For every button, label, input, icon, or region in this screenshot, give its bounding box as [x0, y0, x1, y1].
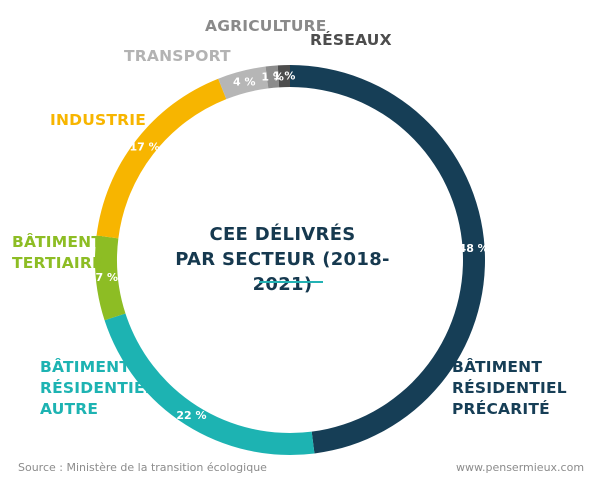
percent-label-6: 1 %: [273, 70, 296, 83]
chart-title-line-2: PAR SECTEUR (2018-2021): [175, 249, 390, 295]
chart-title-line-1: CEE DÉLIVRÉS: [209, 224, 356, 245]
label-batiment-residentiel-autre: BÂTIMENT RÉSIDENTIEL AUTRE: [40, 358, 155, 418]
slice-5: [265, 65, 280, 89]
label-batiment-residentiel-precarite: BÂTIMENT RÉSIDENTIEL PRÉCARITÉ: [452, 358, 567, 418]
slice-3: [96, 78, 227, 239]
chart-title: CEE DÉLIVRÉS PAR SECTEUR (2018-2021): [150, 222, 415, 297]
donut-slices: [95, 65, 486, 455]
title-underline: [259, 281, 323, 283]
label-industrie: INDUSTRIE: [50, 111, 147, 129]
label-agriculture: AGRICULTURE: [205, 17, 327, 35]
slice-2: [95, 235, 126, 321]
slice-6: [277, 65, 290, 88]
slice-1: [104, 313, 315, 455]
percent-label-5: 1 %: [261, 70, 284, 83]
label-transport: TRANSPORT: [124, 47, 231, 65]
label-batiment-tertiaire: BÂTIMENT TERTIAIRE: [12, 233, 103, 272]
source-note: Source : Ministère de la transition écol…: [18, 461, 267, 474]
slice-0: [290, 65, 486, 454]
percent-label-2: 7 %: [96, 271, 119, 284]
percent-label-4: 4 %: [233, 75, 256, 88]
percent-label-0: 48 %: [459, 242, 489, 255]
percent-label-1: 22 %: [176, 409, 206, 422]
label-reseaux: RÉSEAUX: [310, 31, 392, 49]
percent-label-3: 17 %: [130, 141, 160, 154]
percent-labels: 48 % 22 % 7 % 17 % 4 % 1 %1 %: [96, 70, 489, 422]
slice-4: [218, 66, 269, 100]
site-url: www.pensermieux.com: [456, 461, 585, 474]
